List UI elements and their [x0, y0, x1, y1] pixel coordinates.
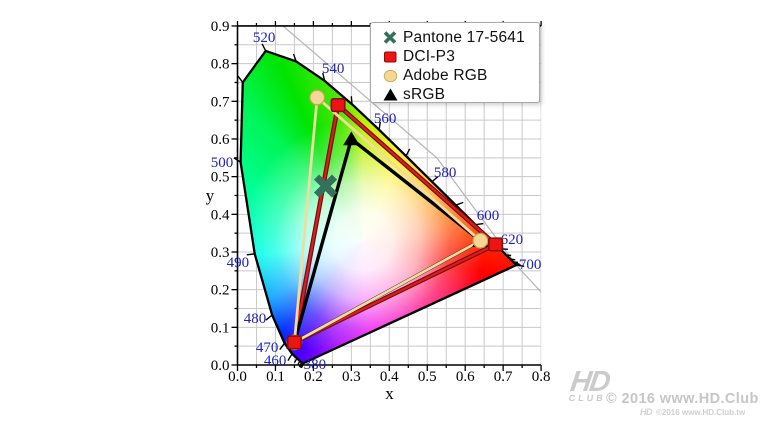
y-tick-label: 0.4: [211, 207, 230, 223]
y-axis-label: y: [206, 186, 215, 205]
wavelength-tick: [516, 264, 525, 268]
wavelength-tick: [512, 261, 519, 264]
marker-pantone-x: [313, 174, 338, 198]
legend: Pantone 17-5641 DCI-P3 Adobe RGB sRGB: [370, 22, 540, 103]
marker-dcip3-square: [330, 97, 346, 113]
wavelength-tick: [378, 121, 381, 130]
x-tick-label: 0.8: [532, 369, 551, 385]
wavelength-tick: [350, 96, 353, 105]
y-tick-label: 0.5: [211, 170, 230, 186]
x-axis-label: x: [385, 384, 394, 403]
y-tick-label: 0.3: [211, 245, 230, 261]
y-tick-label: 0.1: [211, 320, 230, 336]
marker-dcip3-square: [286, 335, 302, 350]
wavelength-tick: [279, 342, 286, 351]
wavelength-label-470: 470: [256, 340, 279, 356]
locus-ruler-line: [282, 25, 542, 293]
wavelength-label-620: 620: [501, 232, 524, 248]
marker-adobergb-circle: [309, 89, 326, 106]
y-tick-label: 0.6: [211, 132, 230, 148]
wavelength-label-460: 460: [264, 353, 287, 369]
x-tick-label: 0.2: [304, 369, 323, 385]
wavelength-label-560: 560: [374, 111, 397, 127]
pantone-17-5641-marker-icon: [383, 30, 397, 44]
axes: 0.0 0.1 0.2 0.3 0.4 0.5 0.6 0.7 0.8 0.0 0.1 0.2 0.3 0…: [206, 19, 551, 403]
legend-marker: [379, 68, 403, 84]
wavelength-tick: [261, 43, 267, 52]
legend-label: DCI-P3: [403, 47, 456, 65]
legend-item-srgb: sRGB: [379, 85, 539, 104]
marker-srgb-triangle: [343, 131, 360, 146]
y-tick-label: 0.0: [211, 358, 230, 374]
wavelength-label-490: 490: [227, 255, 250, 271]
x-tick-label: 0.5: [418, 369, 437, 385]
legend-label: Adobe RGB: [403, 66, 488, 84]
legend-marker: [379, 49, 403, 65]
gamut-dci-p3: [293, 103, 497, 344]
x-tick-label: 0.4: [380, 369, 399, 385]
wavelength-tick: [265, 314, 273, 321]
x-tick-label: 0.3: [342, 369, 361, 385]
srgb-marker-icon: [383, 88, 398, 100]
wavelength-tick: [246, 253, 255, 256]
wavelength-label-700: 700: [519, 257, 542, 273]
wavelength-tick: [475, 222, 484, 226]
y-tick-label: 0.8: [211, 57, 230, 73]
x-tick-label: 0.6: [456, 369, 475, 385]
adobe-rgb-marker-icon: [383, 69, 398, 82]
y-tick-label: 0.9: [211, 19, 230, 35]
wavelength-tick: [287, 353, 293, 361]
x-tick-label: 0.0: [228, 369, 247, 385]
marker-dcip3-square: [488, 237, 504, 252]
x-tick-label: 0.1: [266, 369, 285, 385]
gamut-adobe-rgb: [293, 96, 482, 344]
wavelength-label-520: 520: [253, 30, 276, 46]
wavelength-label-500: 500: [211, 155, 234, 171]
wavelength-tick: [405, 148, 411, 157]
dci-p3-marker-icon: [384, 51, 397, 62]
legend-label: Pantone 17-5641: [403, 28, 525, 46]
wavelength-tick: [455, 201, 464, 206]
legend-marker: [379, 30, 403, 46]
wavelength-label-580: 580: [434, 165, 457, 181]
legend-label: sRGB: [403, 85, 446, 103]
y-tick-label: 0.7: [211, 94, 230, 110]
legend-item-dci-p3: DCI-P3: [379, 47, 539, 66]
legend-item-adobe-rgb: Adobe RGB: [379, 66, 539, 85]
gamut-dci-p3: [292, 102, 498, 345]
wavelength-tick: [237, 75, 244, 83]
legend-item-pantone-17-5641: Pantone 17-5641: [379, 28, 539, 47]
wavelength-label-480: 480: [244, 311, 267, 327]
wavelength-tick: [292, 53, 297, 62]
marker-adobergb-circle: [472, 232, 489, 249]
wavelength-label-540: 540: [322, 61, 345, 77]
y-tick-label: 0.2: [211, 283, 230, 299]
wavelength-tick: [431, 175, 439, 183]
wavelength-label-380: 380: [304, 357, 327, 373]
legend-marker: [379, 87, 403, 103]
x-tick-label: 0.7: [494, 369, 513, 385]
wavelength-tick: [322, 72, 326, 82]
wavelength-tick: [293, 357, 298, 364]
wavelength-tick: [510, 258, 516, 261]
wavelength-label-600: 600: [477, 208, 500, 224]
